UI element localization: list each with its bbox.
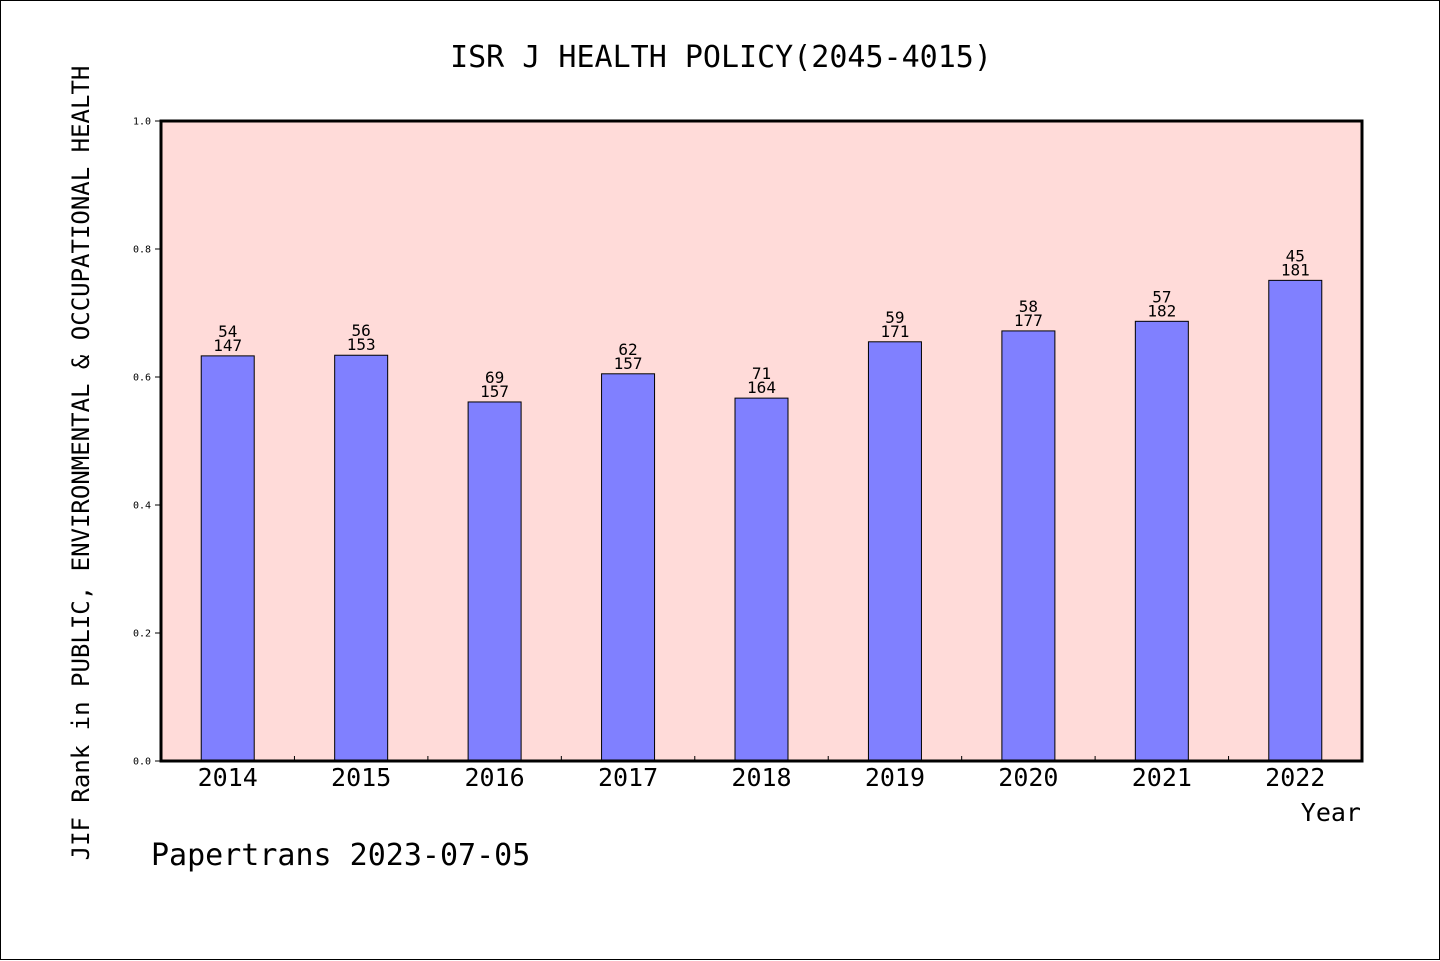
y-axis-label: JIF Rank in PUBLIC, ENVIRONMENTAL & OCCU…	[67, 66, 95, 861]
x-tick-label: 2016	[465, 763, 525, 792]
x-tick-label: 2017	[598, 763, 658, 792]
x-tick-label: 2015	[331, 763, 391, 792]
x-tick-label: 2022	[1265, 763, 1325, 792]
data-label-top: 69	[485, 368, 504, 387]
x-tick-label: 2021	[1132, 763, 1192, 792]
bar	[467, 401, 522, 762]
data-label-top: 71	[752, 364, 771, 383]
data-label-top: 58	[1019, 297, 1038, 316]
data-label-bottom: 164	[747, 378, 776, 397]
bar	[1268, 279, 1323, 762]
bar	[1001, 330, 1056, 762]
x-tick-label: 2020	[998, 763, 1058, 792]
data-label-bottom: 182	[1147, 301, 1176, 320]
data-label-bottom: 171	[880, 322, 909, 341]
x-tick-label: 2014	[198, 763, 258, 792]
x-axis-label: Year	[1301, 798, 1361, 827]
bar	[334, 354, 389, 762]
y-tick-label: 0.4	[133, 501, 151, 512]
x-tick-label: 2018	[731, 763, 791, 792]
plot-border	[159, 119, 1364, 763]
data-label-top: 62	[618, 340, 637, 359]
data-label-bottom: 147	[213, 336, 242, 355]
y-tick-label: 0.0	[133, 757, 151, 768]
bar	[734, 397, 789, 762]
data-label-top: 54	[218, 322, 237, 341]
y-tick-label: 0.2	[133, 629, 151, 640]
data-label-bottom: 177	[1014, 311, 1043, 330]
x-tick-label: 2019	[865, 763, 925, 792]
data-label-bottom: 157	[480, 382, 509, 401]
data-label-top: 56	[352, 321, 371, 340]
bar	[1134, 320, 1189, 762]
y-tick-label: 0.8	[133, 245, 151, 256]
bar	[200, 355, 255, 762]
chart-title: ISR J HEALTH POLICY(2045-4015)	[450, 40, 992, 75]
data-label-bottom: 157	[614, 354, 643, 373]
y-tick-label: 0.6	[133, 373, 151, 384]
data-label-bottom: 153	[347, 335, 376, 354]
data-label-top: 59	[885, 308, 904, 327]
data-label-top: 45	[1286, 246, 1305, 265]
data-label-top: 57	[1152, 287, 1171, 306]
y-tick-label: 1.0	[133, 117, 151, 128]
bar	[867, 341, 922, 762]
footer-credit: Papertrans 2023-07-05	[151, 838, 530, 873]
data-label-bottom: 181	[1281, 260, 1310, 279]
bar	[601, 373, 656, 762]
